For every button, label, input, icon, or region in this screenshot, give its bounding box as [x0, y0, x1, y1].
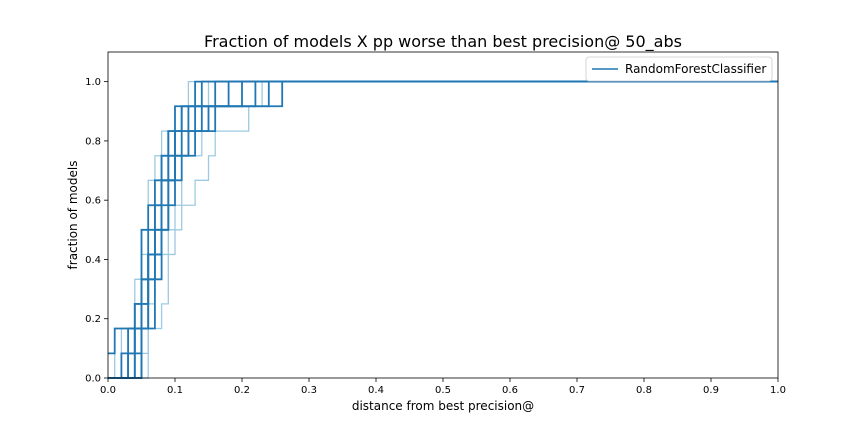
x-tick-label-2: 0.2 [234, 385, 250, 396]
x-tick-label-1: 0.1 [167, 385, 183, 396]
legend-label: RandomForestClassifier [625, 62, 766, 76]
x-tick-label-6: 0.6 [502, 385, 518, 396]
y-axis: 0.0 0.2 0.4 0.6 0.8 1.0 [85, 77, 108, 385]
x-tick-label-9: 0.9 [703, 385, 719, 396]
y-tick-label-0: 0.0 [85, 374, 101, 385]
y-tick-label-5: 1.0 [85, 77, 101, 88]
legend-box [585, 56, 773, 82]
x-tick-label-5: 0.5 [435, 385, 451, 396]
x-tick-label-7: 0.7 [569, 385, 585, 396]
series-line-6 [108, 80, 778, 379]
series-line-7 [108, 80, 778, 379]
x-tick-label-0: 0.0 [100, 385, 116, 396]
x-tick-label-3: 0.3 [301, 385, 317, 396]
y-tick-label-3: 0.6 [85, 196, 101, 207]
x-tick-label-4: 0.4 [368, 385, 384, 396]
series-layer [108, 80, 778, 379]
y-tick-label-1: 0.2 [85, 314, 101, 325]
y-tick-label-2: 0.4 [85, 255, 101, 266]
legend: RandomForestClassifier [585, 56, 773, 82]
x-axis-label: distance from best precision@ [352, 399, 534, 413]
y-tick-label-4: 0.8 [85, 136, 101, 147]
x-axis: 0.0 0.1 0.2 0.3 0.4 0.5 0.6 0.7 0.8 0.9 1.0 [100, 378, 786, 396]
y-axis-label: fraction of models [66, 161, 80, 270]
series-line-9 [108, 80, 778, 379]
x-tick-label-8: 0.8 [636, 385, 652, 396]
x-tick-label-10: 1.0 [770, 385, 786, 396]
chart-title: Fraction of models X pp worse than best … [204, 32, 682, 52]
